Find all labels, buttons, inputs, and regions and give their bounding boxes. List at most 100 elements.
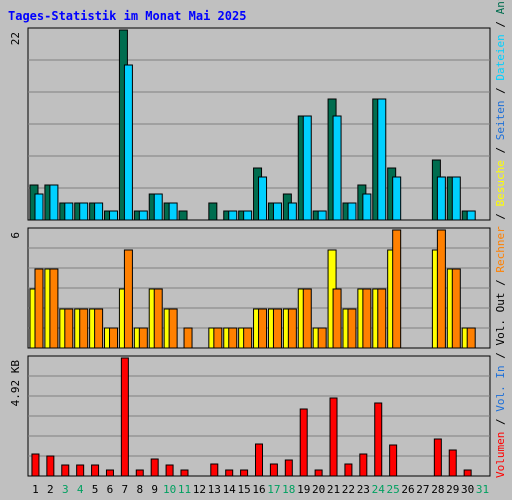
- bar-rechner-day-19: [302, 288, 312, 349]
- bar-volumen-day-25: [389, 444, 398, 477]
- x-tick-label: 8: [136, 483, 143, 496]
- bar-rechner-day-10: [168, 308, 178, 349]
- bar-dateien-day-10: [168, 202, 178, 221]
- x-tick-label: 13: [208, 483, 221, 496]
- legend-separator: /: [494, 346, 507, 366]
- x-tick-label: 18: [282, 483, 295, 496]
- bar-rechner-day-25: [392, 229, 402, 349]
- bar-volumen-day-18: [284, 459, 293, 477]
- panel-visits: 6: [9, 227, 491, 349]
- x-tick-label: 15: [237, 483, 250, 496]
- bar-volumen-day-14: [225, 469, 234, 477]
- legend-separator: /: [494, 14, 507, 34]
- bar-rechner-day-1: [34, 268, 44, 349]
- bar-rechner-day-28: [436, 229, 446, 349]
- bar-volumen-day-5: [91, 464, 100, 477]
- x-tick-label: 12: [193, 483, 206, 496]
- bar-rechner-day-24: [377, 288, 387, 349]
- x-tick-label: 29: [446, 483, 459, 496]
- bar-volumen-day-24: [374, 402, 383, 477]
- bar-rechner-day-20: [317, 327, 327, 349]
- bar-rechner-day-8: [138, 327, 148, 349]
- bar-dateien-day-30: [466, 210, 476, 221]
- bar-dateien-day-17: [272, 202, 282, 221]
- bar-volumen-day-4: [76, 464, 85, 477]
- bar-rechner-day-9: [153, 288, 163, 349]
- legend-entry: Vol. Out: [494, 293, 507, 346]
- x-tick-label: 30: [461, 483, 474, 496]
- bar-dateien-day-3: [64, 202, 74, 221]
- legend-entry: Rechner: [494, 226, 507, 273]
- x-tick-label: 3: [62, 483, 69, 496]
- bar-dateien-day-28: [436, 176, 446, 221]
- bar-dateien-day-23: [362, 193, 372, 221]
- bar-volumen-day-11: [180, 469, 189, 477]
- bar-dateien-day-18: [287, 202, 297, 221]
- x-tick-label: 9: [151, 483, 158, 496]
- x-tick-label: 10: [163, 483, 176, 496]
- bar-dateien-day-4: [79, 202, 89, 221]
- x-tick-label: 1: [32, 483, 39, 496]
- bar-rechner-day-4: [79, 308, 89, 349]
- legend-entry: Vol. In: [494, 365, 507, 411]
- bar-dateien-day-19: [302, 115, 312, 221]
- legend-entry: Besuche: [494, 160, 507, 206]
- bar-volumen-day-29: [448, 449, 457, 477]
- panel-requests: 22: [9, 27, 491, 221]
- bar-volumen-day-28: [433, 438, 442, 477]
- bar-dateien-day-5: [94, 202, 104, 221]
- bar-rechner-day-13: [213, 327, 223, 349]
- x-tick-label: 2: [47, 483, 54, 496]
- bar-rechner-day-23: [362, 288, 372, 349]
- x-tick-label: 6: [107, 483, 114, 496]
- bar-dateien-day-14: [228, 210, 238, 221]
- x-tick-label: 16: [252, 483, 265, 496]
- bar-dateien-day-22: [347, 202, 357, 221]
- legend-entry: Seiten: [494, 100, 507, 140]
- bar-volumen-day-10: [165, 464, 174, 477]
- x-tick-label: 17: [267, 483, 280, 496]
- bar-dateien-day-15: [243, 210, 253, 221]
- right-legend: Volumen / Vol. In / Vol. Out / Rechner /…: [494, 0, 507, 478]
- bar-volumen-day-13: [210, 463, 219, 477]
- bar-dateien-day-20: [317, 210, 327, 221]
- legend-separator: /: [494, 206, 507, 226]
- bar-rechner-day-22: [347, 308, 357, 349]
- bar-dateien-day-6: [109, 210, 119, 221]
- x-tick-label: 23: [357, 483, 370, 496]
- bar-rechner-day-7: [123, 249, 133, 349]
- legend-entry: Volumen: [494, 432, 507, 478]
- bar-volumen-day-19: [299, 408, 308, 477]
- bar-volumen-day-21: [329, 397, 338, 477]
- bar-dateien-day-9: [153, 193, 163, 221]
- bar-volumen-day-22: [344, 463, 353, 477]
- bar-rechner-day-18: [287, 308, 297, 349]
- x-tick-label: 20: [312, 483, 325, 496]
- bar-rechner-day-5: [94, 308, 104, 349]
- bar-dateien-day-29: [451, 176, 461, 221]
- bar-rechner-day-2: [49, 268, 59, 349]
- bar-rechner-day-11: [183, 327, 193, 349]
- bar-volumen-day-7: [120, 357, 129, 477]
- panel-volume: 4.92 KB: [9, 355, 491, 477]
- bar-dateien-day-1: [34, 193, 44, 221]
- bar-volumen-day-3: [61, 464, 70, 477]
- legend-separator: /: [494, 81, 507, 101]
- legend-separator: /: [494, 273, 507, 293]
- bar-dateien-day-24: [377, 98, 387, 221]
- x-tick-label: 26: [401, 483, 414, 496]
- x-tick-label: 5: [92, 483, 99, 496]
- y-tick-label: 4.92 KB: [9, 360, 22, 407]
- bar-volumen-day-1: [31, 453, 40, 477]
- x-tick-label: 7: [122, 483, 129, 496]
- bar-dateien-day-7: [123, 64, 133, 221]
- bar-volumen-day-9: [150, 458, 159, 477]
- bar-rechner-day-6: [109, 327, 119, 349]
- chart-title: Tages-Statistik im Monat Mai 2025: [8, 9, 246, 23]
- x-tick-label: 11: [178, 483, 191, 496]
- bar-rechner-day-15: [243, 327, 253, 349]
- x-tick-label: 27: [416, 483, 429, 496]
- x-tick-label: 14: [223, 483, 237, 496]
- bar-dateien-day-2: [49, 184, 59, 221]
